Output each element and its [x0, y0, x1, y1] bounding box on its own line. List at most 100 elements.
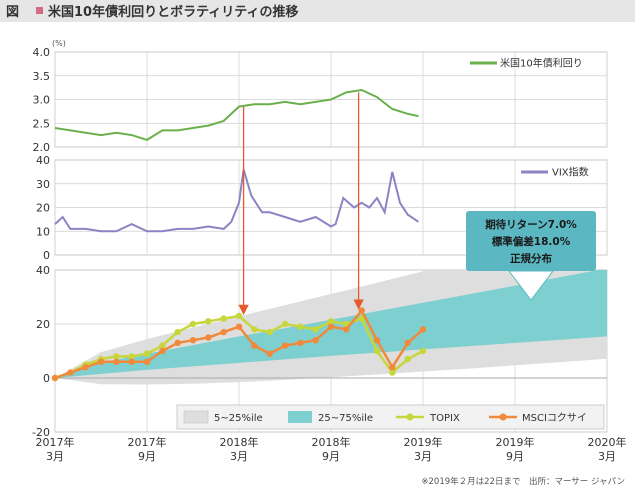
callout-box — [466, 211, 596, 271]
msci-point — [51, 374, 59, 382]
msci-point — [235, 323, 243, 330]
topix-point — [404, 355, 411, 363]
msci-point — [174, 339, 181, 347]
msci-point — [404, 339, 411, 347]
legend-label-25-75: 25~75%ile — [318, 413, 373, 424]
x-tick-label-month: 3月 — [230, 450, 248, 463]
msci-point — [220, 328, 227, 336]
msci-point — [389, 364, 396, 371]
x-tick-label-month: 3月 — [598, 450, 616, 463]
vix-legend-label: VIX指数 — [552, 166, 589, 179]
x-tick-label-month: 3月 — [46, 450, 64, 463]
legend-label-5-25: 5~25%ile — [214, 413, 263, 424]
msci-point — [128, 358, 135, 365]
x-axis: 2017年3月2017年9月2018年3月2018年9月2019年3月2019年… — [36, 435, 627, 463]
x-tick-label-year: 2019年 — [404, 435, 443, 449]
topix-point — [128, 353, 135, 360]
yield-line — [54, 88, 419, 141]
x-tick-label-month: 9月 — [506, 450, 524, 463]
y-tick-label: 3.0 — [33, 94, 51, 107]
legend-marker-msci — [499, 413, 507, 421]
chart-title: 米国10年債利回りとボラティリティの推移 — [48, 4, 299, 20]
msci-point — [419, 326, 427, 333]
callout-line-2: 標準偏差18.0% — [492, 235, 571, 248]
legend-label-msci: MSCIコクサイ — [522, 412, 587, 424]
y-tick-label: 0 — [43, 372, 50, 385]
topix-point — [251, 326, 258, 333]
topix-point — [113, 353, 120, 360]
msci-point — [266, 350, 273, 357]
topix-point — [297, 323, 304, 330]
returns-panel: 40 20 0 -20 5~25%ile 25~75%ile TOPIX MSCIコク… — [32, 264, 608, 439]
msci-point — [281, 342, 289, 349]
header-badge-square — [36, 7, 43, 14]
x-tick-label-year: 2017年 — [128, 435, 167, 449]
topix-point — [327, 318, 335, 325]
vix-y-ticks: 40 30 20 10 0 — [36, 154, 50, 262]
legend-swatch-25-75 — [288, 411, 312, 423]
msci-point — [159, 347, 166, 355]
topix-point — [189, 320, 197, 328]
x-tick-label-month: 3月 — [414, 450, 432, 463]
msci-point — [113, 358, 120, 365]
vix-line — [54, 169, 419, 233]
x-tick-label-year: 2019年 — [496, 435, 535, 449]
topix-point — [266, 328, 273, 336]
vix-grid — [54, 159, 608, 256]
callout-line-1: 期待リターン7.0% — [485, 218, 577, 231]
msci-point — [373, 337, 381, 344]
y-tick-label: -20 — [32, 426, 50, 439]
x-tick-label-year: 2018年 — [220, 435, 259, 449]
returns-legend-box — [176, 404, 605, 430]
header-badge: 図 — [6, 5, 19, 20]
y-tick-label: 2.5 — [33, 117, 51, 130]
msci-point — [312, 337, 319, 344]
topix-point — [174, 328, 181, 336]
msci-point — [358, 307, 365, 314]
x-tick-label-month: 9月 — [322, 450, 340, 463]
topix-point — [312, 326, 319, 333]
y-tick-label: 0 — [43, 249, 50, 262]
msci-point — [82, 364, 89, 371]
footnote: ※2019年２月は22日まで 出所：マーサー ジャパン — [421, 476, 625, 487]
yield-legend-label: 米国10年債利回り — [500, 57, 583, 70]
msci-point — [297, 339, 304, 347]
topix-point — [143, 350, 151, 357]
callout-line-3: 正規分布 — [510, 252, 552, 265]
y-tick-label: 10 — [36, 225, 50, 238]
topix-point — [235, 312, 243, 320]
x-tick-label-month: 9月 — [138, 450, 156, 463]
x-tick-label-year: 2017年 — [36, 435, 75, 449]
topix-point — [358, 315, 365, 322]
y-tick-label: 20 — [36, 202, 50, 215]
legend-label-topix: TOPIX — [429, 413, 460, 424]
topix-point — [389, 369, 396, 376]
y-tick-label: 30 — [36, 178, 50, 191]
y-tick-label: 2.0 — [33, 141, 51, 154]
msci-point — [143, 358, 151, 365]
msci-point — [343, 326, 350, 333]
y-tick-label: 4.0 — [33, 46, 51, 59]
topix-point — [220, 315, 227, 322]
returns-legend: 5~25%ile 25~75%ile TOPIX MSCIコクサイ — [176, 404, 605, 430]
msci-point — [205, 334, 212, 341]
topix-point — [281, 320, 289, 328]
y-tick-label: 20 — [36, 318, 50, 331]
topix-point — [373, 347, 381, 355]
topix-point — [419, 347, 427, 355]
header-bar — [0, 0, 635, 22]
msci-point — [327, 323, 335, 330]
y-tick-label: 40 — [36, 264, 50, 277]
yield-y-ticks: 4.0 3.5 3.0 2.5 2.0 — [33, 46, 51, 154]
y-tick-label: 3.5 — [33, 70, 51, 83]
callout-pointer — [507, 270, 555, 301]
yield-unit-label: (%) — [52, 39, 66, 48]
x-tick-label-year: 2020年 — [588, 435, 627, 449]
msci-point — [189, 337, 197, 344]
msci-point — [67, 369, 74, 376]
y-tick-label: 40 — [36, 154, 50, 167]
topix-point — [205, 318, 212, 325]
returns-y-ticks: 40 20 0 -20 — [32, 264, 50, 439]
topix-point — [159, 342, 166, 349]
